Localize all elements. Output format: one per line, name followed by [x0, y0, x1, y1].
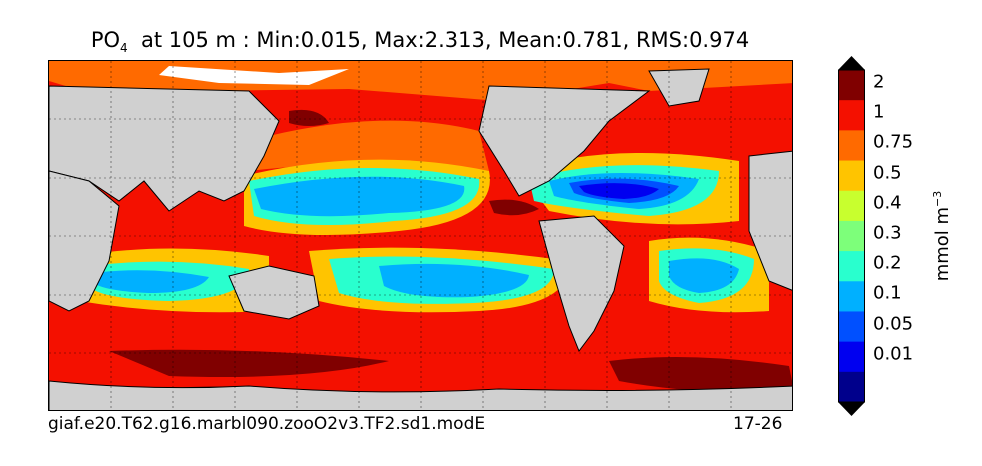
so-maxima-west	[109, 349, 389, 377]
colorbar-segment	[838, 281, 865, 312]
year-range: 17-26	[733, 414, 783, 434]
map-panel	[48, 60, 793, 411]
indian-blue	[94, 270, 209, 293]
so-maxima-east	[609, 357, 792, 393]
colorbar-tick-label: 0.5	[873, 162, 902, 184]
colorbar	[838, 56, 865, 416]
colorbar-tick-label: 0.3	[873, 222, 902, 244]
colorbar-segment	[838, 130, 865, 162]
colorbar-segment	[838, 70, 865, 101]
units-base: mmol m	[932, 206, 953, 282]
colorbar-segment	[838, 160, 865, 192]
eastern-pacific-maximum	[489, 199, 539, 216]
colorbar-tick-label: 2	[873, 71, 885, 93]
run-name: giaf.e20.T62.g16.marbl090.zooO2v3.TF2.sd…	[48, 414, 486, 434]
colorbar-segment	[838, 190, 865, 222]
colorbar-segment	[838, 100, 865, 131]
colorbar-units: mmol m−3	[931, 191, 953, 282]
colorbar-tick-label: 0.05	[873, 313, 914, 335]
south-america-land	[538, 215, 625, 353]
africa-east-land	[748, 150, 792, 291]
colorbar-segment	[838, 220, 865, 252]
units-exponent: −3	[931, 190, 944, 207]
north-america-land	[478, 85, 651, 197]
africa-land	[49, 170, 120, 312]
map-svg	[49, 61, 792, 410]
colorbar-tick-label: 0.4	[873, 192, 902, 214]
title-suffix: at 105 m : Min:0.015, Max:2.313, Mean:0.…	[127, 28, 750, 52]
map-gridlines	[49, 61, 792, 410]
sa-blue	[669, 258, 739, 293]
north-pacific-band	[249, 120, 489, 171]
okhotsk-maximum	[289, 109, 329, 126]
colorbar-segment	[838, 251, 865, 282]
colorbar-tick-label: 0.75	[873, 131, 914, 153]
colorbar-segment	[838, 371, 865, 403]
colorbar-tick-label: 0.1	[873, 282, 902, 304]
title-prefix: PO	[90, 28, 121, 52]
title-subscript: 4	[120, 41, 128, 56]
na-core	[579, 183, 659, 199]
colorbar-tick-label: 0.01	[873, 343, 914, 365]
plot-title: PO4 at 105 m : Min:0.015, Max:2.313, Mea…	[0, 28, 840, 55]
australia-land	[228, 265, 320, 320]
colorbar-segment	[838, 341, 865, 373]
colorbar-over-arrow	[838, 56, 865, 70]
sp-gyre-blue	[379, 263, 529, 298]
colorbar-segment	[838, 311, 865, 343]
colorbar-outline	[838, 69, 865, 403]
colorbar-tick-label: 0.2	[873, 252, 902, 274]
colorbar-under-arrow	[838, 402, 865, 416]
greenland-land	[648, 68, 710, 107]
colorbar-tick-label: 1	[873, 101, 885, 123]
sea-ice	[159, 66, 349, 85]
